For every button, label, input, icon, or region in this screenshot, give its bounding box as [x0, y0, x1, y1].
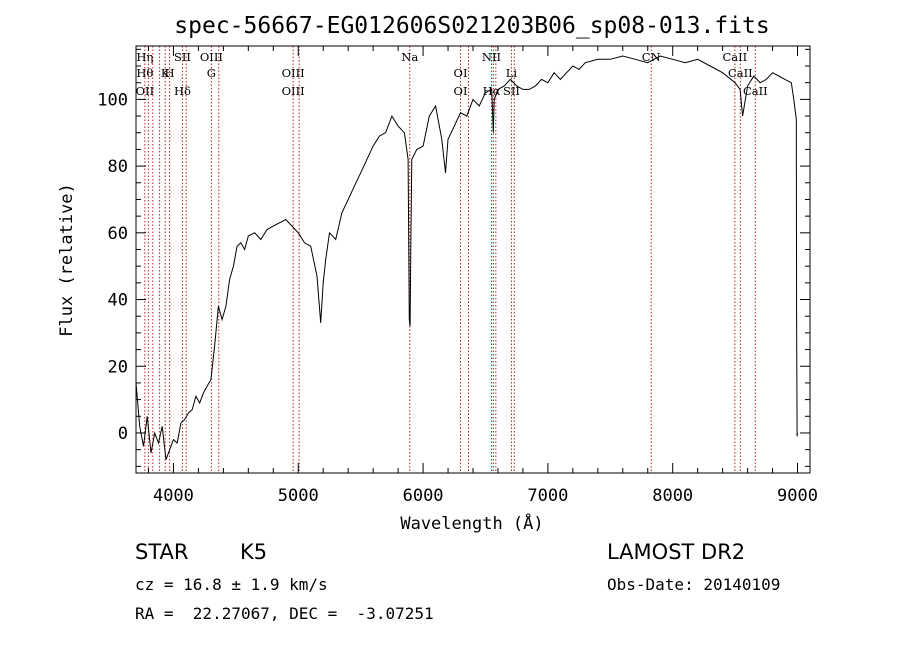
y-tick-label: 40: [108, 291, 128, 311]
line-label: CaII: [743, 84, 768, 98]
x-tick-label: 9000: [777, 486, 818, 506]
y-tick-label: 60: [108, 224, 128, 244]
y-axis-label: Flux (relative): [57, 183, 77, 337]
coordinates: RA = 22.27067, DEC = -3.07251: [135, 604, 434, 623]
survey-name: LAMOST DR2: [607, 540, 746, 564]
line-label: OIII: [282, 66, 305, 80]
object-subclass: K5: [240, 540, 268, 564]
y-tick-label: 0: [118, 424, 128, 444]
chart-title: spec-56667-EG012606S021203B06_sp08-013.f…: [174, 13, 769, 39]
line-label: Na: [401, 50, 418, 64]
line-label: Hθ: [136, 66, 153, 80]
x-tick-label: 5000: [278, 486, 319, 506]
line-label: OII: [136, 84, 155, 98]
line-label: OIII: [200, 50, 223, 64]
obs-date: Obs-Date: 20140109: [607, 575, 781, 594]
y-tick-label: 80: [108, 157, 128, 177]
line-label: CN: [642, 50, 661, 64]
line-label: G: [207, 66, 216, 80]
line-label: H: [165, 66, 175, 80]
line-label: Li: [506, 66, 518, 80]
line-label: Hδ: [174, 84, 191, 98]
y-tick-label: 20: [108, 357, 128, 377]
x-tick-label: 7000: [527, 486, 568, 506]
line-label: OI: [454, 66, 468, 80]
spectrum-chart: spec-56667-EG012606S021203B06_sp08-013.f…: [57, 13, 818, 534]
plot-frame: [135, 45, 811, 474]
line-label: K: [161, 66, 170, 80]
x-tick-label: 8000: [652, 486, 693, 506]
line-label: NII: [482, 50, 501, 64]
object-class: STAR: [135, 540, 189, 564]
line-label: OIII: [282, 84, 305, 98]
spectrum-line: [135, 55, 798, 460]
line-label: Hη: [136, 50, 153, 64]
line-label: SII: [503, 84, 520, 98]
line-label: CaII: [722, 50, 747, 64]
line-label: CaII: [728, 66, 753, 80]
y-tick-label: 100: [97, 90, 128, 110]
line-label: SII: [174, 50, 191, 64]
redshift-value: cz = 16.8 ± 1.9 km/s: [135, 575, 328, 594]
line-label: OI: [454, 84, 468, 98]
x-tick-label: 4000: [153, 486, 194, 506]
x-axis-label: Wavelength (Å): [400, 512, 543, 534]
x-tick-label: 6000: [403, 486, 444, 506]
